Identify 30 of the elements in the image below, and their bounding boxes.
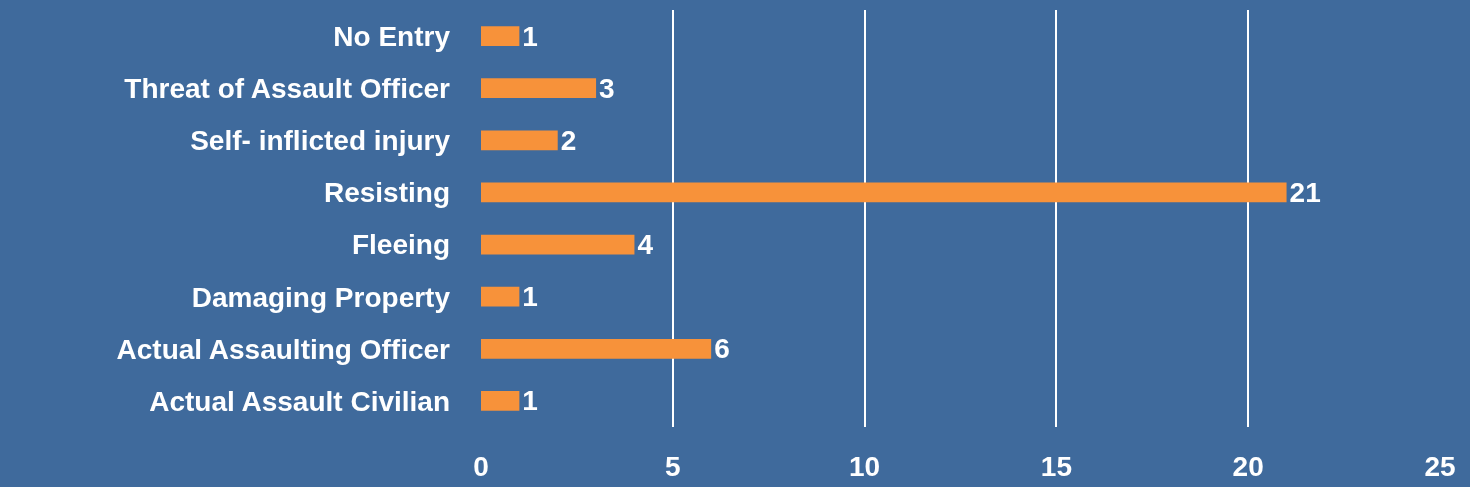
- y-tick-label: Resisting: [323, 177, 450, 209]
- y-tick-label: Actual Assaulting Officer: [116, 333, 451, 365]
- y-tick-label: Damaging Property: [191, 281, 451, 313]
- bar: [481, 234, 635, 255]
- data-label: 21: [1289, 176, 1321, 208]
- x-tick-label: 20: [1232, 451, 1264, 482]
- data-label: 4: [637, 229, 654, 261]
- y-tick-label: Threat of Assault Officer: [124, 72, 451, 104]
- data-label: 2: [560, 124, 577, 156]
- y-tick-label: Fleeing: [351, 229, 450, 261]
- data-label: 6: [714, 333, 730, 365]
- y-tick-label: Actual Assault Civilian: [149, 385, 450, 417]
- data-label: 1: [522, 385, 538, 417]
- x-tick-label: 0: [473, 451, 489, 482]
- x-tick-label: 15: [1040, 451, 1072, 482]
- x-tick-label: 5: [665, 451, 681, 482]
- y-tick-label: Self- inflicted injury: [190, 125, 451, 157]
- data-label: 3: [599, 72, 615, 104]
- y-tick-label: No Entry: [333, 20, 451, 52]
- bar: [481, 286, 520, 307]
- bar: [481, 391, 520, 411]
- x-tick-label: 25: [1424, 451, 1456, 482]
- data-label: 1: [522, 20, 538, 52]
- bar: [481, 182, 1287, 203]
- bar: [481, 130, 558, 151]
- x-tick-label: 10: [849, 451, 881, 482]
- bar: [481, 338, 712, 359]
- bar: [481, 78, 597, 99]
- data-label: 1: [522, 281, 538, 313]
- bar: [481, 26, 520, 46]
